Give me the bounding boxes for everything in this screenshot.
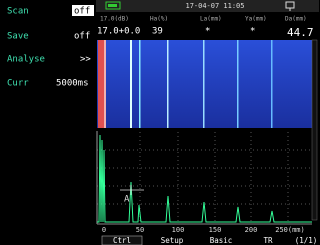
- screen: 17-04-07 11:05 Scan off Save off Analyse…: [0, 0, 319, 245]
- x-tick-label: 200: [245, 226, 258, 234]
- tab[interactable]: Basic: [210, 236, 233, 245]
- tab[interactable]: (1/1): [295, 236, 318, 245]
- menu-label[interactable]: Analyse: [7, 55, 45, 65]
- menu-value[interactable]: 5000ms: [56, 79, 89, 89]
- reading-value: *: [250, 27, 255, 37]
- reading-header: La(mm): [200, 16, 222, 23]
- tab[interactable]: Setup: [161, 236, 184, 245]
- reading-header: Ha(%): [150, 16, 168, 23]
- reading-value: 44.7: [287, 26, 314, 39]
- x-tick-label: 250(mm): [275, 226, 305, 234]
- reading-header: Ya(mm): [245, 16, 267, 23]
- x-tick-label: 0: [102, 226, 106, 234]
- scale-bar: [312, 40, 317, 220]
- menu-value[interactable]: off: [74, 7, 90, 17]
- reading-value: *: [205, 27, 210, 37]
- reading-header: 17.0(dB): [100, 16, 129, 23]
- reading-value: 17.0+0.0: [97, 27, 140, 37]
- reading-value: 39: [152, 27, 163, 37]
- menu-value[interactable]: >>: [80, 55, 91, 65]
- x-tick-label: 100: [172, 226, 185, 234]
- tab[interactable]: TR: [263, 236, 273, 245]
- datetime: 17-04-07 11:05: [185, 2, 244, 10]
- x-tick-label: 50: [136, 226, 144, 234]
- gate-label: A: [124, 195, 130, 205]
- menu-label[interactable]: Save: [7, 32, 29, 42]
- menu-label[interactable]: Curr: [7, 79, 29, 89]
- x-tick-label: 150: [209, 226, 222, 234]
- tab[interactable]: Ctrl: [113, 236, 131, 245]
- reading-header: Da(mm): [285, 16, 307, 23]
- battery-level: [108, 4, 117, 7]
- menu-value[interactable]: off: [74, 32, 90, 42]
- menu-label[interactable]: Scan: [7, 7, 29, 17]
